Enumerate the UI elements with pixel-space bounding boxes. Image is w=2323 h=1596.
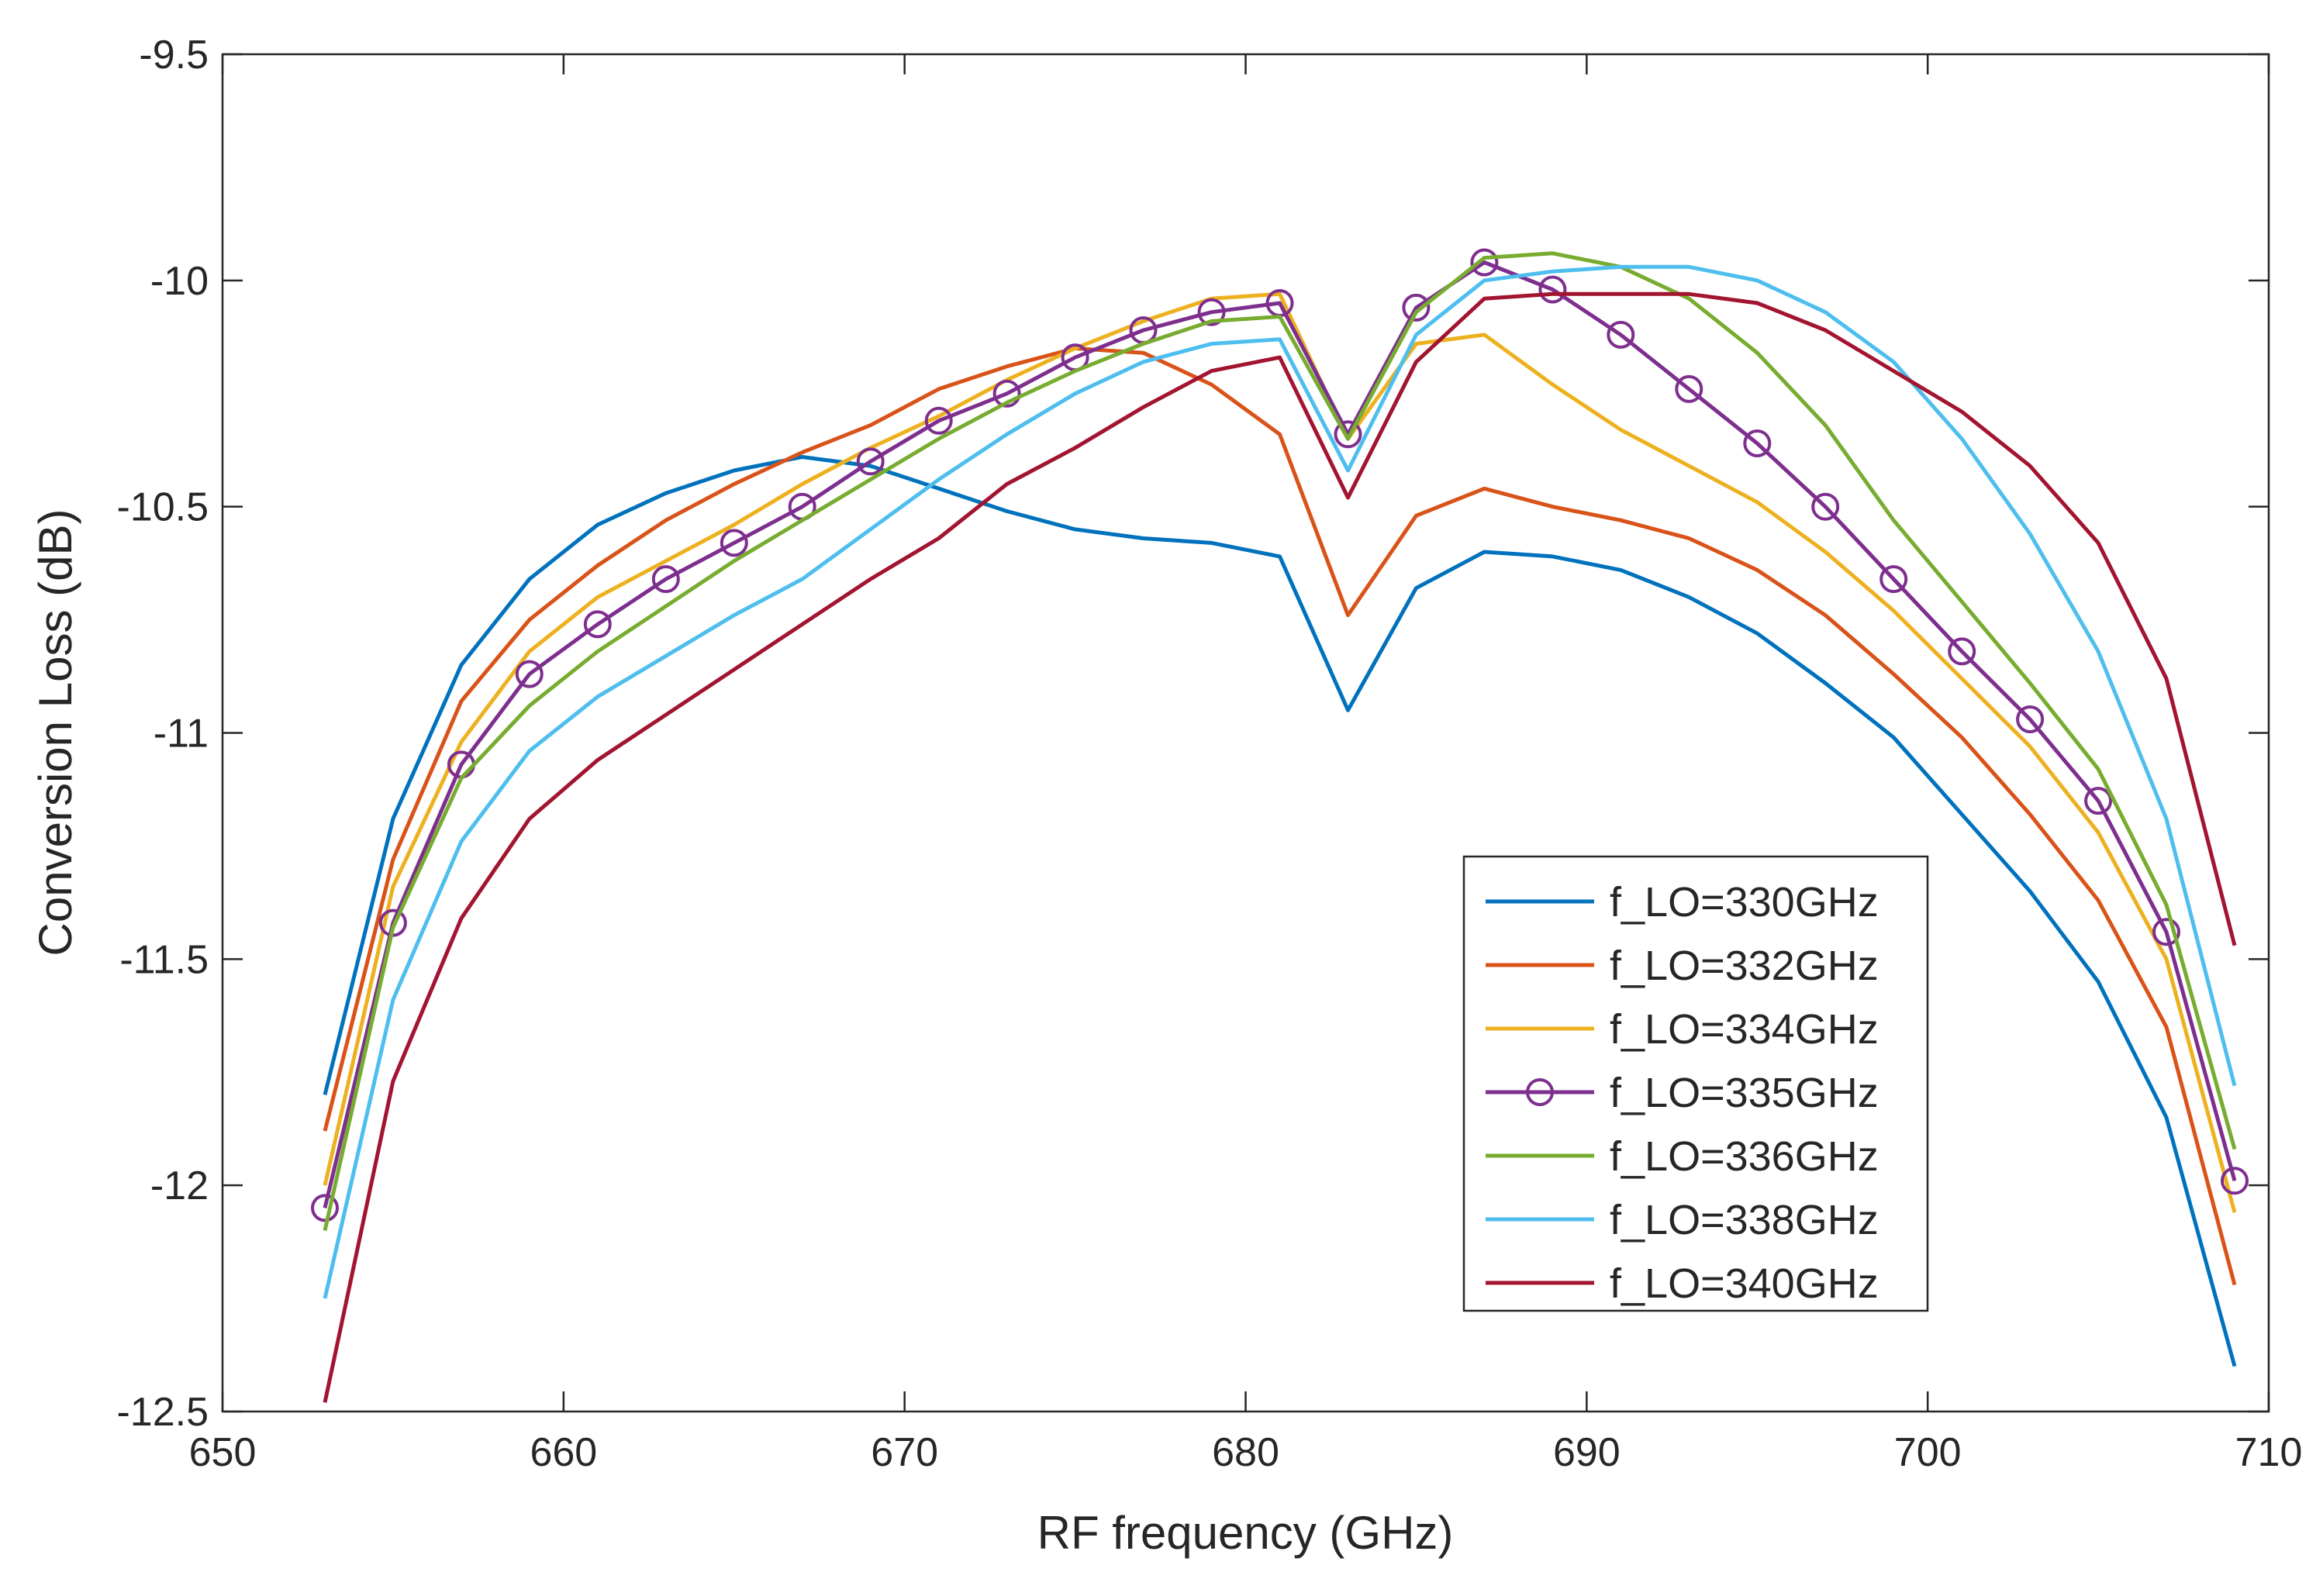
y-tick-label: -9.5 xyxy=(139,33,209,78)
series-layer xyxy=(311,248,2249,1403)
data-point-marker xyxy=(1197,298,1226,326)
data-point-marker xyxy=(2084,787,2113,815)
legend: f_LO=330GHz f_LO=332GHz f_LO=334GHz f_LO=33… xyxy=(1462,855,1929,1312)
data-point-marker xyxy=(1743,429,1772,457)
legend-marker xyxy=(1526,1078,1554,1106)
data-point-marker xyxy=(1948,637,1976,666)
y-axis-ticks: -12.5 -12 -11.5 -11 -10.5 -10 -9.5 xyxy=(116,33,2269,1435)
data-point-marker xyxy=(2016,705,2045,733)
data-point-marker xyxy=(583,610,612,639)
series-line-f-lo-330ghz xyxy=(323,455,2237,1367)
data-point-marker xyxy=(1675,374,1703,403)
data-point-marker xyxy=(1402,293,1431,322)
data-point-marker xyxy=(2152,918,2180,946)
legend-label: f_LO=335GHz xyxy=(1610,1070,1879,1116)
data-point-marker xyxy=(1538,275,1567,304)
x-tick-label: 670 xyxy=(871,1430,938,1475)
y-tick-label: -10 xyxy=(150,259,209,304)
y-tick-label: -12 xyxy=(150,1163,209,1208)
y-tick-label: -11.5 xyxy=(119,937,209,982)
data-point-marker xyxy=(1811,492,1840,521)
x-axis-label: RF frequency (GHz) xyxy=(1037,1507,1454,1559)
x-tick-label: 710 xyxy=(2235,1430,2303,1475)
legend-label: f_LO=336GHz xyxy=(1610,1133,1879,1180)
data-point-marker xyxy=(1334,420,1362,449)
data-point-marker xyxy=(992,379,1021,408)
series-line-f-lo-334ghz xyxy=(323,291,2237,1213)
y-axis-label: Conversion Loss (dB) xyxy=(29,509,81,957)
data-point-marker xyxy=(515,660,544,688)
x-tick-label: 690 xyxy=(1553,1430,1621,1475)
legend-label: f_LO=334GHz xyxy=(1610,1006,1879,1053)
y-tick-label: -12.5 xyxy=(116,1390,209,1435)
data-point-marker xyxy=(720,529,748,557)
series-line-f-lo-338ghz xyxy=(323,264,2237,1299)
legend-label: f_LO=340GHz xyxy=(1610,1260,1879,1307)
data-point-marker xyxy=(924,406,953,435)
data-point-marker xyxy=(856,447,885,476)
x-tick-label: 700 xyxy=(1894,1430,1962,1475)
legend-label: f_LO=338GHz xyxy=(1610,1197,1879,1243)
data-point-marker xyxy=(2221,1167,2249,1195)
legend-box xyxy=(1462,855,1929,1312)
series-line-f-lo-335ghz xyxy=(323,260,2237,1208)
series-line-f-lo-340ghz xyxy=(323,291,2237,1403)
x-axis-ticks: 650 660 670 680 690 700 710 xyxy=(189,54,2303,1475)
data-point-marker xyxy=(1607,320,1635,349)
y-tick-label: -10.5 xyxy=(116,485,209,530)
legend-label: f_LO=332GHz xyxy=(1610,943,1879,989)
data-point-marker xyxy=(311,1194,339,1222)
x-tick-label: 660 xyxy=(530,1430,597,1475)
series-line-f-lo-336ghz xyxy=(323,251,2237,1232)
data-point-marker xyxy=(651,565,680,594)
data-point-marker xyxy=(1879,565,1908,594)
plot-area xyxy=(223,54,2269,1412)
data-point-marker xyxy=(1470,248,1499,277)
legend-label: f_LO=330GHz xyxy=(1610,879,1879,926)
series-line-f-lo-332ghz xyxy=(323,346,2237,1286)
x-tick-label: 650 xyxy=(189,1430,257,1475)
x-tick-label: 680 xyxy=(1212,1430,1279,1475)
y-tick-label: -11 xyxy=(154,712,209,757)
